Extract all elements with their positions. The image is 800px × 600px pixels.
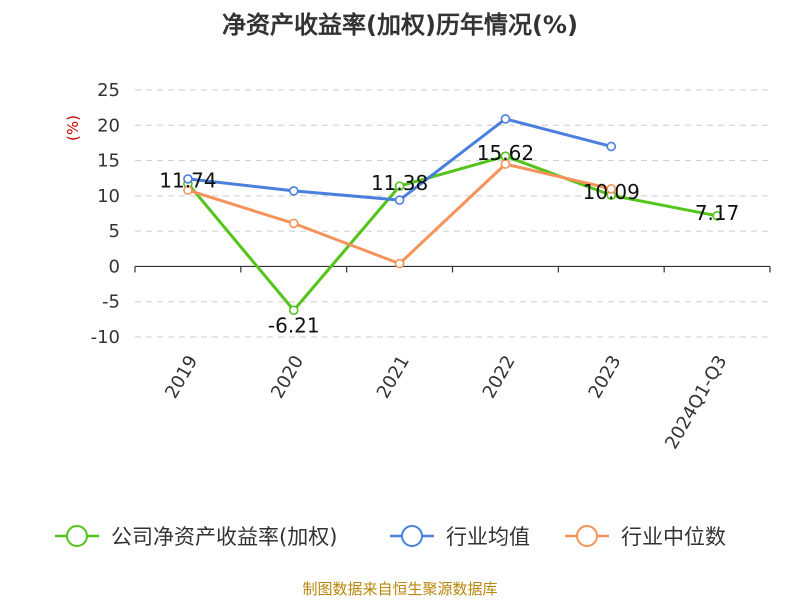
legend-marker-icon xyxy=(576,525,598,547)
series-point-2 xyxy=(183,185,193,196)
series-point-2 xyxy=(288,218,299,229)
data-label: 11.38 xyxy=(371,171,428,195)
legend[interactable]: 公司净资产收益率(加权) 行业均值 行业中位数 xyxy=(55,525,726,549)
series-point-1 xyxy=(606,141,617,152)
legend-item-1[interactable]: 行业均值 xyxy=(390,525,530,549)
data-label: 15.62 xyxy=(477,141,534,165)
legend-marker-icon xyxy=(401,525,423,547)
source-note: 制图数据来自恒生聚源数据库 xyxy=(302,580,497,598)
series-point-2 xyxy=(500,159,511,169)
gridlines xyxy=(135,89,770,338)
data-label: 11.74 xyxy=(159,169,216,193)
y-tick-label: 15 xyxy=(97,151,120,172)
y-tick-label: 5 xyxy=(109,221,120,242)
series-point-2 xyxy=(394,258,405,269)
series-point-0 xyxy=(288,305,299,316)
y-axis: 25 20 15 10 5 0 -5 -10 xyxy=(91,80,120,348)
series-point-2 xyxy=(606,184,617,194)
x-tick-label: 2019 xyxy=(161,352,202,402)
y-tick-label: 0 xyxy=(109,256,120,277)
y-tick-label: 10 xyxy=(97,186,120,207)
legend-marker-icon xyxy=(66,525,88,547)
x-tick-label: 2023 xyxy=(584,352,625,402)
series-point-1 xyxy=(183,174,193,184)
data-labels: 11.74 -6.21 11.38 15.62 10.09 7.17 xyxy=(159,141,739,337)
x-tick-label: 2021 xyxy=(373,352,414,402)
y-tick-label: 25 xyxy=(97,80,120,101)
y-axis-unit: (%) xyxy=(64,115,82,141)
series-group xyxy=(183,114,722,316)
data-label: 10.09 xyxy=(583,180,640,204)
data-label: 7.17 xyxy=(695,201,740,225)
series-point-0 xyxy=(712,211,722,221)
series-point-1 xyxy=(394,195,405,205)
data-label: -6.21 xyxy=(268,313,320,337)
series-point-1 xyxy=(288,186,299,196)
x-tick-label: 2024Q1-Q3 xyxy=(661,352,731,453)
y-tick-label: -10 xyxy=(91,327,120,348)
chart-title: 净资产收益率(加权)历年情况(%) xyxy=(222,11,578,39)
legend-label: 行业均值 xyxy=(446,525,530,549)
legend-label: 行业中位数 xyxy=(621,525,726,549)
series-line-0 xyxy=(186,154,718,312)
y-tick-label: 20 xyxy=(97,115,120,136)
x-tick-label: 2022 xyxy=(479,352,520,402)
x-tick-label: 2020 xyxy=(267,352,308,402)
series-point-1 xyxy=(500,114,511,124)
legend-item-2[interactable]: 行业中位数 xyxy=(565,525,726,549)
legend-item-0[interactable]: 公司净资产收益率(加权) xyxy=(55,525,337,549)
series-point-0 xyxy=(394,181,405,191)
x-axis: 2019 2020 2021 2022 2023 2024Q1-Q3 xyxy=(134,265,771,453)
y-tick-label: -5 xyxy=(102,292,120,313)
legend-label: 公司净资产收益率(加权) xyxy=(111,525,337,549)
